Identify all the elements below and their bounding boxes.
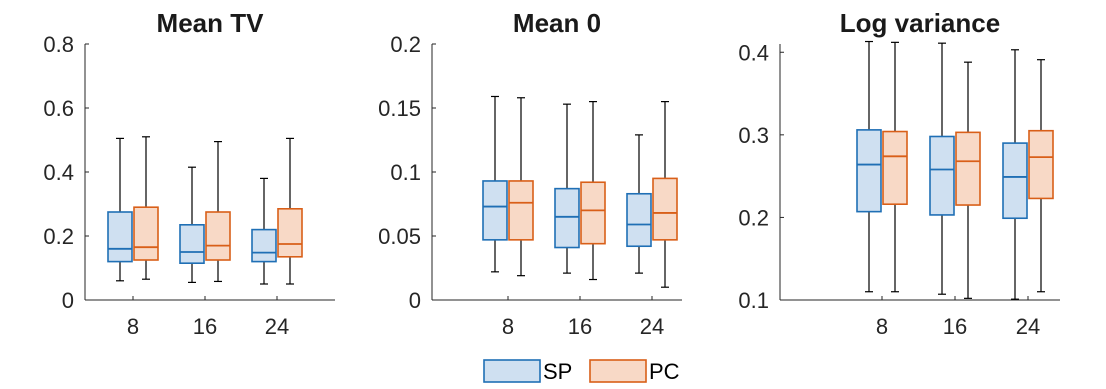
box-sp-16 <box>554 103 580 274</box>
box-iqr <box>107 211 133 263</box>
box-pc-16 <box>955 61 981 299</box>
y-tick-label: 0.05 <box>378 224 421 249</box>
box-iqr <box>179 224 205 265</box>
box-sp-16 <box>929 42 955 295</box>
box-iqr <box>205 211 231 261</box>
x-tick-label: 24 <box>1016 314 1040 339</box>
box-pc-16 <box>205 141 231 283</box>
chart-title: Log variance <box>840 8 1000 38</box>
box-iqr <box>277 208 303 258</box>
x-tick-label: 16 <box>943 314 967 339</box>
box-sp-24 <box>626 134 652 274</box>
box-sp-24 <box>251 177 277 285</box>
y-tick-label: 0.4 <box>738 40 769 65</box>
x-tick-label: 24 <box>265 314 289 339</box>
legend: SP PC <box>483 359 680 384</box>
box-iqr <box>626 192 652 248</box>
y-tick-label: 0.1 <box>738 288 769 313</box>
chart-title: Mean 0 <box>513 8 601 38</box>
y-tick-label: 0.2 <box>738 205 769 230</box>
box-iqr <box>133 206 159 261</box>
y-tick-label: 0.15 <box>378 96 421 121</box>
box-pc-24 <box>1028 59 1054 293</box>
box-iqr <box>580 181 606 245</box>
box-iqr <box>1002 142 1028 220</box>
y-tick-label: 0.2 <box>390 32 421 57</box>
chart-panel-1: Mean TV 0 0.2 0.4 0.6 0.8 8 16 24 <box>43 8 335 339</box>
box-iqr <box>955 131 981 206</box>
box-pc-24 <box>652 100 678 288</box>
box-sp-8 <box>856 40 882 293</box>
box-iqr <box>882 130 908 206</box>
y-tick-label: 0.3 <box>738 123 769 148</box>
y-tick-label: 0 <box>409 288 421 313</box>
y-tick-label: 0.1 <box>390 160 421 185</box>
chart-panels: Mean TV 0 0.2 0.4 0.6 0.8 8 16 24 Mean 0 0 0.05 0.1 0… <box>43 8 1060 339</box>
box-iqr <box>1028 129 1054 200</box>
box-iqr <box>482 180 508 241</box>
x-tick-label: 8 <box>876 314 888 339</box>
x-tick-label: 16 <box>193 314 217 339</box>
box-sp-8 <box>482 95 508 273</box>
box-pc-8 <box>508 97 534 277</box>
x-tick-label: 8 <box>127 314 139 339</box>
box-sp-24 <box>1002 49 1028 300</box>
box-sp-16 <box>179 166 205 283</box>
legend-label-pc: PC <box>649 359 680 384</box>
x-tick-label: 24 <box>640 314 664 339</box>
y-tick-label: 0.4 <box>43 160 74 185</box>
box-iqr <box>508 180 534 241</box>
y-tick-label: 0 <box>62 288 74 313</box>
box-pc-8 <box>133 136 159 280</box>
chart-panel-2: Mean 0 0 0.05 0.1 0.15 0.2 8 16 24 <box>378 8 682 339</box>
chart-title: Mean TV <box>157 8 265 38</box>
y-tick-label: 0.6 <box>43 96 74 121</box>
y-tick-label: 0.8 <box>43 32 74 57</box>
box-sp-8 <box>107 137 133 282</box>
box-iqr <box>554 187 580 249</box>
legend-swatch-sp <box>483 359 541 383</box>
box-iqr <box>251 228 277 263</box>
chart-panel-3: Log variance 0.1 0.2 0.3 0.4 8 16 24 <box>738 8 1060 339</box>
box-pc-8 <box>882 41 908 293</box>
legend-label-sp: SP <box>543 359 572 384</box>
box-pc-16 <box>580 100 606 281</box>
x-tick-label: 16 <box>568 314 592 339</box>
box-iqr <box>652 177 678 241</box>
box-iqr <box>856 129 882 213</box>
legend-swatch-pc <box>589 359 647 383</box>
box-pc-24 <box>277 137 303 285</box>
x-tick-label: 8 <box>502 314 514 339</box>
y-tick-label: 0.2 <box>43 224 74 249</box>
box-iqr <box>929 135 955 216</box>
